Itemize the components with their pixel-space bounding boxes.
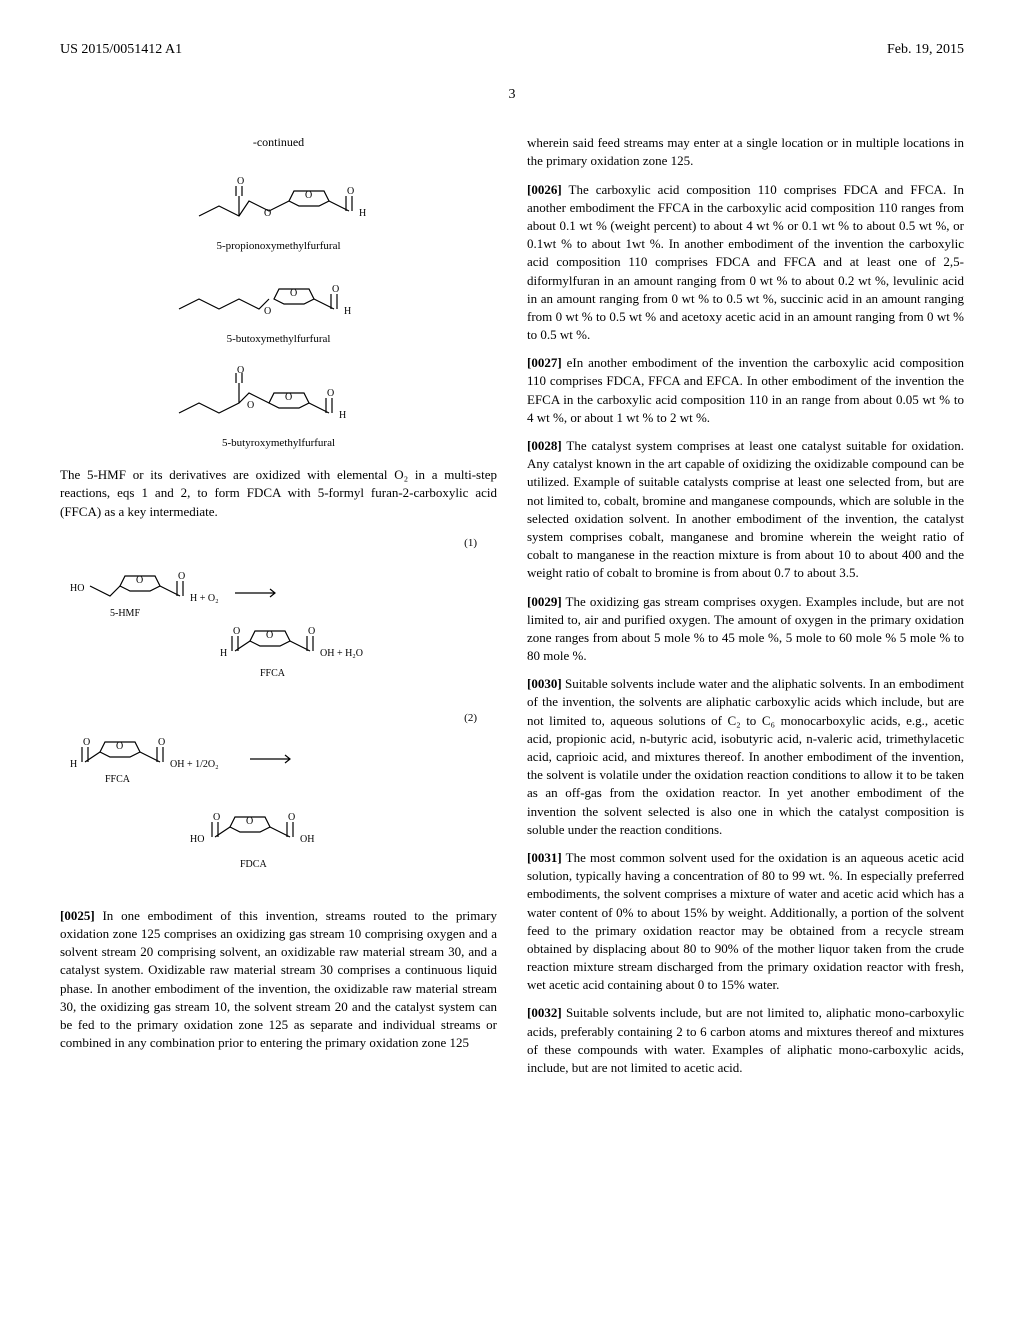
reaction-equation-1: (1) HO O O H + O₂ 5-HMF H O O [60, 536, 497, 697]
paragraph-29: [0029] The oxidizing gas stream comprise… [527, 593, 964, 666]
structure-butoxy-label: 5-butoxymethylfurfural [60, 332, 497, 347]
svg-text:O: O [247, 400, 254, 411]
para-28-number: [0028] [527, 438, 562, 453]
ffca-label-2: FFCA [105, 774, 131, 785]
para-31-number: [0031] [527, 850, 562, 865]
svg-text:OH: OH [300, 834, 314, 845]
hmf-label: 5-HMF [110, 608, 140, 619]
para-26-number: [0026] [527, 182, 562, 197]
content-columns: -continued O O O O H 5-propionoxymethylf… [60, 134, 964, 1087]
svg-text:H: H [344, 306, 351, 317]
svg-text:H: H [359, 208, 366, 219]
svg-text:O: O [264, 208, 271, 219]
svg-text:O: O [178, 571, 185, 582]
para-30-text: Suitable solvents include water and the … [527, 676, 964, 837]
svg-text:O: O [290, 288, 297, 299]
svg-text:O: O [83, 737, 90, 748]
paragraph-30: [0030] Suitable solvents include water a… [527, 675, 964, 839]
svg-text:H + O₂: H + O₂ [190, 593, 219, 604]
svg-text:O: O [116, 741, 123, 752]
svg-text:HO: HO [190, 834, 204, 845]
ffca-label-1: FFCA [260, 668, 286, 679]
svg-text:HO: HO [70, 583, 84, 594]
paragraph-28: [0028] The catalyst system comprises at … [527, 437, 964, 583]
para-28-text: The catalyst system comprises at least o… [527, 438, 964, 580]
paragraph-31: [0031] The most common solvent used for … [527, 849, 964, 995]
document-number: US 2015/0051412 A1 [60, 40, 182, 60]
svg-text:O: O [308, 626, 315, 637]
para-29-number: [0029] [527, 594, 562, 609]
intro-paragraph: The 5-HMF or its derivatives are oxidize… [60, 466, 497, 521]
publication-date: Feb. 19, 2015 [887, 40, 964, 60]
right-column: wherein said feed streams may enter at a… [527, 134, 964, 1087]
para-25-number: [0025] [60, 908, 95, 923]
svg-text:H: H [220, 648, 227, 659]
structure-butyroxy-label: 5-butyroxymethylfurfural [60, 436, 497, 451]
para-29-text: The oxidizing gas stream comprises oxyge… [527, 594, 964, 664]
structure-propionoxy: O O O O H 5-propionoxymethylfurfural [60, 166, 497, 254]
equation-2-label: (2) [60, 711, 497, 726]
para-30-number: [0030] [527, 676, 562, 691]
svg-text:O: O [233, 626, 240, 637]
svg-text:O: O [136, 575, 143, 586]
svg-text:O: O [213, 812, 220, 823]
svg-text:OH + H₂O: OH + H₂O [320, 648, 363, 659]
para-31-text: The most common solvent used for the oxi… [527, 850, 964, 992]
fdca-label: FDCA [240, 859, 267, 870]
svg-text:O: O [305, 190, 312, 201]
structure-butoxy: O O O H 5-butoxymethylfurfural [60, 269, 497, 347]
para-27-text: eIn another embodiment of the invention … [527, 355, 964, 425]
page-header: US 2015/0051412 A1 Feb. 19, 2015 [60, 40, 964, 60]
structure-propionoxy-label: 5-propionoxymethylfurfural [60, 239, 497, 254]
svg-text:O: O [266, 630, 273, 641]
svg-text:O: O [285, 392, 292, 403]
para-26-text: The carboxylic acid composition 110 comp… [527, 182, 964, 343]
svg-text:O: O [332, 284, 339, 295]
paragraph-32: [0032] Suitable solvents include, but ar… [527, 1004, 964, 1077]
equation-1-label: (1) [60, 536, 497, 551]
svg-text:O: O [237, 176, 244, 187]
reaction-equation-2: (2) H O O O OH + 1/2O₂ FFCA HO O [60, 711, 497, 892]
svg-text:O: O [288, 812, 295, 823]
continued-label: -continued [60, 134, 497, 151]
svg-text:H: H [70, 759, 77, 770]
svg-text:H: H [339, 410, 346, 421]
para-25-text: In one embodiment of this invention, str… [60, 908, 497, 1050]
svg-text:O: O [327, 388, 334, 399]
left-column: -continued O O O O H 5-propionoxymethylf… [60, 134, 497, 1087]
svg-text:OH + 1/2O₂: OH + 1/2O₂ [170, 759, 219, 770]
paragraph-27: [0027] eIn another embodiment of the inv… [527, 354, 964, 427]
page-number: 3 [60, 85, 964, 105]
para-32-text: Suitable solvents include, but are not l… [527, 1005, 964, 1075]
structure-butyroxy: O O O O H 5-butyroxymethylfurfural [60, 363, 497, 451]
paragraph-25-continued: wherein said feed streams may enter at a… [527, 134, 964, 170]
para-32-number: [0032] [527, 1005, 562, 1020]
svg-text:O: O [246, 816, 253, 827]
svg-text:O: O [264, 306, 271, 317]
svg-text:O: O [237, 365, 244, 376]
svg-text:O: O [158, 737, 165, 748]
paragraph-25: [0025] In one embodiment of this inventi… [60, 907, 497, 1053]
para-27-number: [0027] [527, 355, 562, 370]
svg-text:O: O [347, 186, 354, 197]
paragraph-26: [0026] The carboxylic acid composition 1… [527, 181, 964, 345]
